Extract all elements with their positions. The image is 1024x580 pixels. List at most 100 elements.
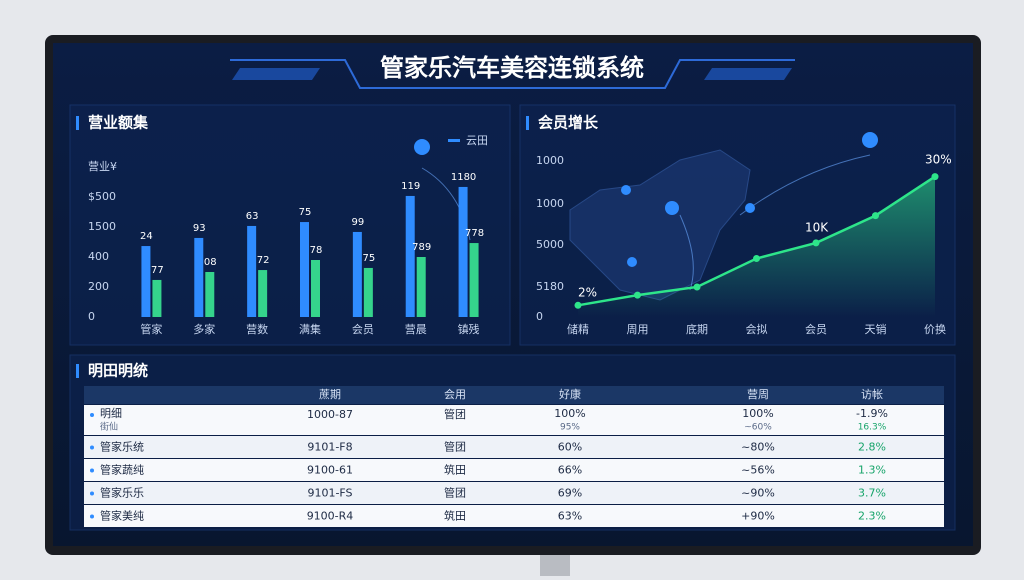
row-dot [90,468,94,473]
bar-label: 789 [412,242,431,253]
pins [414,132,878,267]
cell-sub: 95% [560,423,580,433]
bar [405,195,415,317]
x-tick-label: 会员 [352,323,374,336]
area [578,176,935,317]
table-row [84,436,944,458]
cell: 69% [558,487,582,500]
cell: +90% [741,510,775,523]
bar [152,279,162,317]
x-tick-label: 储精 [567,322,589,336]
x-tick-label: 多家 [193,322,215,336]
x-tick-label: 管家 [140,322,162,336]
title: 管家乐汽车美容连锁系统 [380,54,644,82]
bar-label: 24 [140,231,153,242]
column-header: 会用 [444,388,466,401]
x-tick-label: 天销 [865,322,887,336]
bar-label: 778 [465,228,484,239]
point [634,291,641,299]
bar-label: 75 [362,253,375,264]
cell: 100% [554,407,585,420]
x-tick-label: 周用 [627,323,649,336]
cell: 2.8% [858,441,886,454]
panel-title: 会员增长 [538,114,599,132]
panel-title: 营业额集 [88,114,149,132]
cell: 筑田 [444,509,466,523]
table-row [84,505,944,527]
bar-label: 08 [204,257,217,268]
cell: 管家乐乐 [100,486,144,500]
y-tick-label: 400 [88,250,109,263]
y-tick-label: 0 [88,310,95,323]
accent [526,116,529,130]
table-row [84,459,944,481]
row-dot [90,491,94,496]
cell: 100% [742,407,773,420]
point [872,212,879,220]
point [812,239,820,247]
cell: 管家美纯 [100,509,144,523]
cell: ~90% [741,487,775,500]
cell: 63% [558,510,582,523]
x-tick-label: 镇残 [458,322,480,336]
row-dot [90,445,94,450]
bar [194,237,204,317]
cell: 管家蔬纯 [100,463,144,477]
x-tick-label: 会拟 [746,322,768,336]
bar [363,267,373,317]
y-tick-label: 200 [88,280,109,293]
bar [311,260,320,317]
bar [247,225,257,317]
bar [469,243,479,317]
annotation: 10K [805,221,829,235]
y-tick-label: 1000 [536,154,564,167]
x-tick-label: 营晨 [405,322,427,336]
point [574,301,582,309]
cell: 管团 [444,486,466,500]
y-tick-label: 1000 [536,197,564,210]
accent [76,364,79,378]
cell: 60% [558,441,582,454]
column-header: 营周 [747,387,769,401]
row-dot [90,514,94,519]
legend-swatch [448,139,460,142]
point [931,173,939,181]
point [753,255,760,262]
cell: 筑田 [444,463,466,477]
cell: 9101-F8 [307,441,352,454]
bar [258,270,268,317]
bar-label: 77 [151,265,164,276]
column-header: 蔗期 [319,388,341,401]
cell: ~56% [741,464,775,477]
y-tick-label: $500 [88,190,116,203]
table-row [84,405,944,435]
cell: 3.7% [858,487,886,500]
y-tick-label: 营业¥ [88,159,117,173]
cell: 明细 [100,407,122,420]
accent [76,116,79,130]
cell-sub: ~60% [744,423,772,433]
y-tick-label: 5000 [536,238,564,251]
cell-sub: 街仙 [100,421,118,433]
cell: 管家乐统 [100,440,144,454]
bar [141,246,151,317]
cell: -1.9% [856,407,888,420]
title-frame [230,59,795,89]
bar [205,272,215,317]
bar [352,231,362,317]
row-dot [90,413,94,417]
table-row [84,482,944,504]
y-tick-label: 5180 [536,280,564,293]
cell: 9100-61 [307,464,353,477]
cell: 1.3% [858,464,886,477]
x-tick-label: 满集 [299,322,321,336]
bar [416,257,426,317]
x-tick-label: 营数 [246,322,268,336]
table-header [84,386,944,404]
column-header: 好康 [559,387,581,401]
x-tick-label: 底期 [686,322,708,336]
panel [69,104,511,346]
cell: 2.3% [858,510,886,523]
y-tick-label: 1500 [88,220,116,233]
